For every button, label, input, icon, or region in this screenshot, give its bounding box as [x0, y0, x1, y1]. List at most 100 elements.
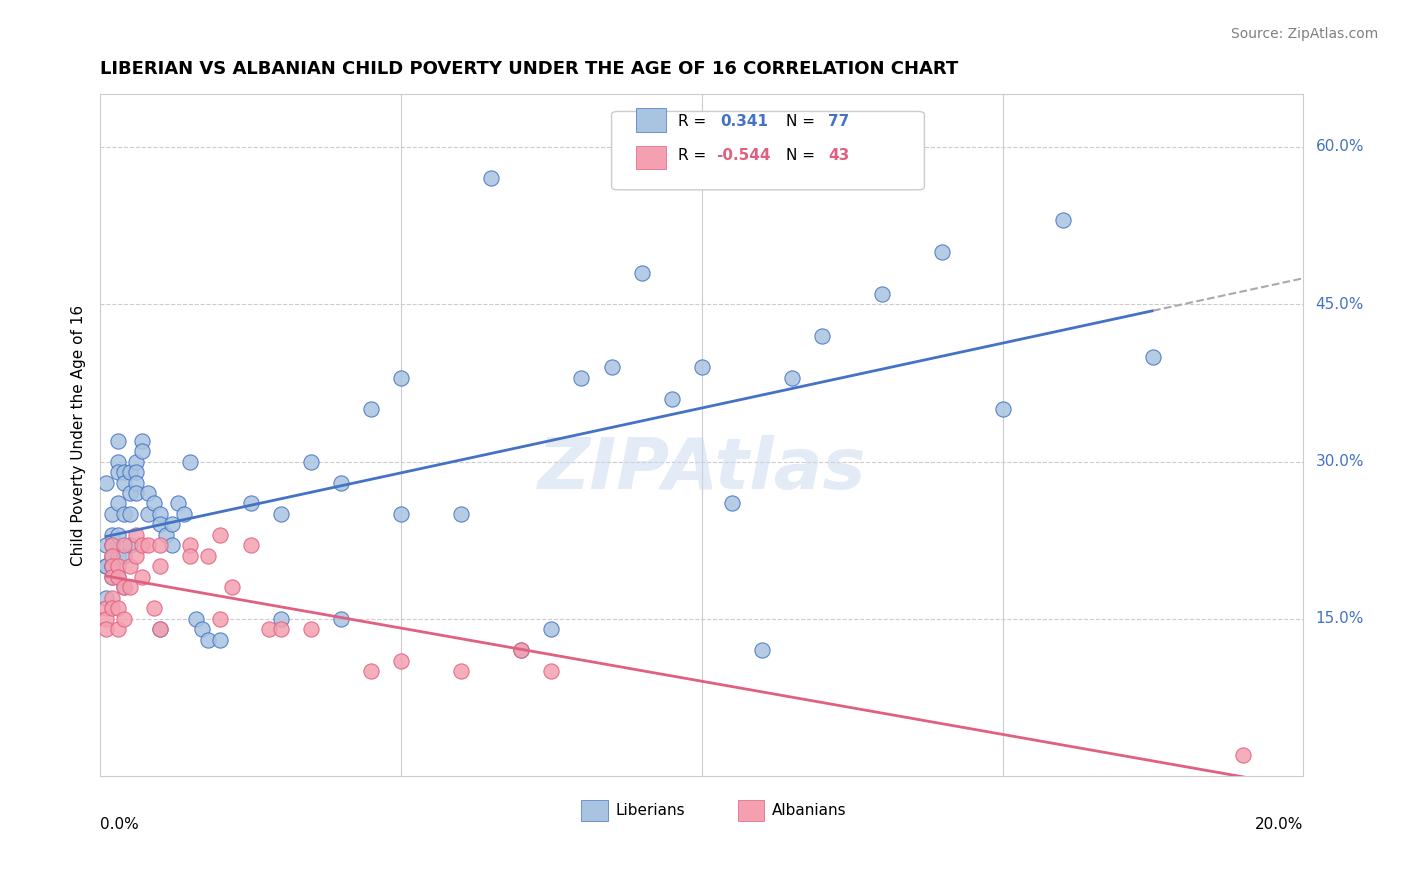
Point: [112, 581, 135, 595]
Point: [329, 475, 352, 490]
Point: [1142, 350, 1164, 364]
Point: [136, 486, 159, 500]
Text: Albanians: Albanians: [772, 803, 846, 818]
Point: [149, 538, 172, 552]
Point: [360, 665, 382, 679]
Point: [94, 475, 117, 490]
Text: R =: R =: [678, 148, 711, 163]
Text: 0.341: 0.341: [720, 114, 768, 129]
Point: [690, 360, 713, 375]
Point: [101, 538, 124, 552]
FancyBboxPatch shape: [582, 800, 607, 821]
Text: 15.0%: 15.0%: [1316, 611, 1364, 626]
Point: [136, 507, 159, 521]
Point: [120, 486, 142, 500]
Point: [751, 643, 773, 657]
Point: [450, 665, 472, 679]
Point: [107, 601, 129, 615]
Text: R =: R =: [678, 114, 711, 129]
Point: [107, 570, 129, 584]
Point: [991, 402, 1014, 417]
Point: [131, 538, 153, 552]
Text: -0.544: -0.544: [716, 148, 770, 163]
Text: 0.0%: 0.0%: [100, 817, 139, 832]
Point: [131, 444, 153, 458]
Point: [101, 559, 124, 574]
Point: [94, 559, 117, 574]
Point: [101, 601, 124, 615]
Point: [143, 601, 166, 615]
Point: [101, 528, 124, 542]
Point: [221, 581, 243, 595]
Text: LIBERIAN VS ALBANIAN CHILD POVERTY UNDER THE AGE OF 16 CORRELATION CHART: LIBERIAN VS ALBANIAN CHILD POVERTY UNDER…: [100, 60, 959, 78]
Point: [120, 465, 142, 479]
Point: [120, 559, 142, 574]
Point: [107, 549, 129, 563]
Point: [107, 454, 129, 468]
Point: [661, 392, 683, 406]
Point: [209, 528, 232, 542]
Point: [510, 643, 533, 657]
Point: [721, 496, 744, 510]
Point: [125, 475, 148, 490]
Text: 20.0%: 20.0%: [1256, 817, 1303, 832]
Point: [101, 549, 124, 563]
Point: [131, 434, 153, 448]
Point: [811, 328, 834, 343]
Point: [125, 454, 148, 468]
Text: N =: N =: [786, 114, 820, 129]
Point: [112, 581, 135, 595]
Point: [270, 612, 292, 626]
Point: [360, 402, 382, 417]
Point: [107, 570, 129, 584]
Text: 30.0%: 30.0%: [1316, 454, 1364, 469]
Point: [1052, 213, 1074, 227]
Point: [209, 632, 232, 647]
Point: [125, 528, 148, 542]
Point: [299, 623, 322, 637]
Point: [94, 591, 117, 605]
Point: [872, 286, 894, 301]
Point: [149, 623, 172, 637]
Point: [112, 475, 135, 490]
Point: [540, 665, 562, 679]
Point: [191, 623, 214, 637]
Point: [389, 370, 412, 384]
Text: Source: ZipAtlas.com: Source: ZipAtlas.com: [1230, 27, 1378, 41]
Point: [173, 507, 195, 521]
Point: [1232, 748, 1254, 763]
FancyBboxPatch shape: [636, 145, 665, 169]
Point: [120, 538, 142, 552]
Text: 77: 77: [828, 114, 849, 129]
Point: [179, 549, 201, 563]
Point: [149, 623, 172, 637]
Point: [125, 486, 148, 500]
Point: [270, 507, 292, 521]
Point: [125, 465, 148, 479]
Point: [101, 549, 124, 563]
Point: [149, 559, 172, 574]
Point: [197, 549, 219, 563]
FancyBboxPatch shape: [612, 112, 924, 190]
Point: [112, 538, 135, 552]
Text: Liberians: Liberians: [616, 803, 685, 818]
Point: [143, 496, 166, 510]
Text: 60.0%: 60.0%: [1316, 139, 1364, 154]
Point: [600, 360, 623, 375]
Point: [112, 465, 135, 479]
Point: [186, 612, 208, 626]
Point: [94, 538, 117, 552]
Point: [112, 612, 135, 626]
Text: 43: 43: [828, 148, 849, 163]
Text: N =: N =: [786, 148, 820, 163]
Point: [101, 507, 124, 521]
Point: [107, 434, 129, 448]
Point: [94, 623, 117, 637]
Point: [389, 654, 412, 668]
Point: [179, 538, 201, 552]
Point: [94, 612, 117, 626]
Point: [197, 632, 219, 647]
Point: [155, 528, 177, 542]
Point: [179, 454, 201, 468]
Point: [167, 496, 190, 510]
